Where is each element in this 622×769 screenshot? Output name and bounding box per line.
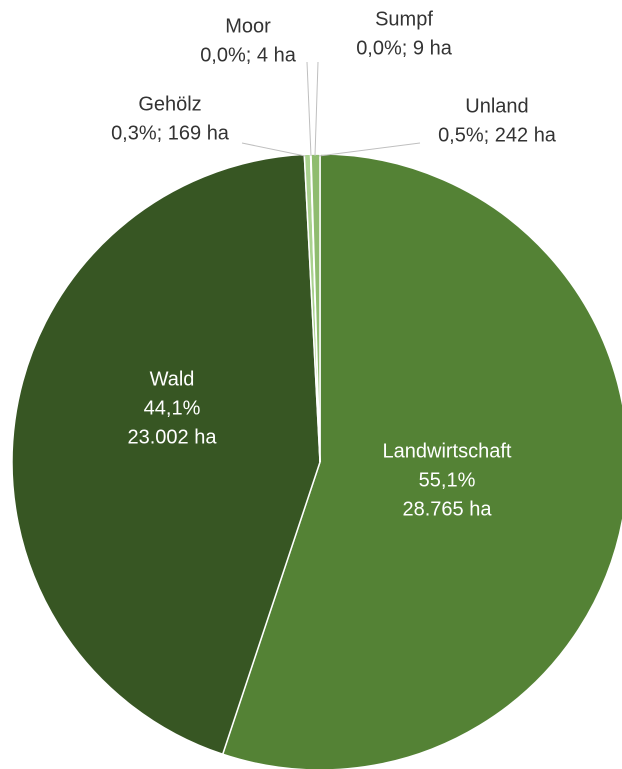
value-label: 23.002 ha [128, 426, 218, 448]
value-label: 44,1% [144, 397, 201, 419]
slice-label: Unland [465, 95, 528, 117]
value-label: 28.765 ha [403, 498, 493, 520]
slice-label: Landwirtschaft [383, 440, 512, 462]
value-label: 0,3%; 169 ha [111, 122, 230, 144]
slice-label: Wald [150, 368, 195, 390]
leader-line [306, 61, 312, 157]
leader-line [314, 61, 319, 157]
slice-label: Moor [225, 15, 271, 37]
value-label: 55,1% [419, 469, 476, 491]
leader-line [241, 142, 306, 157]
slice-label: Gehölz [138, 93, 201, 115]
value-label: 0,0%; 4 ha [200, 44, 297, 66]
leader-line [318, 142, 421, 157]
pie-slice [221, 153, 622, 769]
value-label: 0,5%; 242 ha [438, 124, 557, 146]
value-label: 0,0%; 9 ha [356, 37, 453, 59]
slice-label: Sumpf [375, 8, 433, 30]
pie-slice [11, 153, 321, 756]
